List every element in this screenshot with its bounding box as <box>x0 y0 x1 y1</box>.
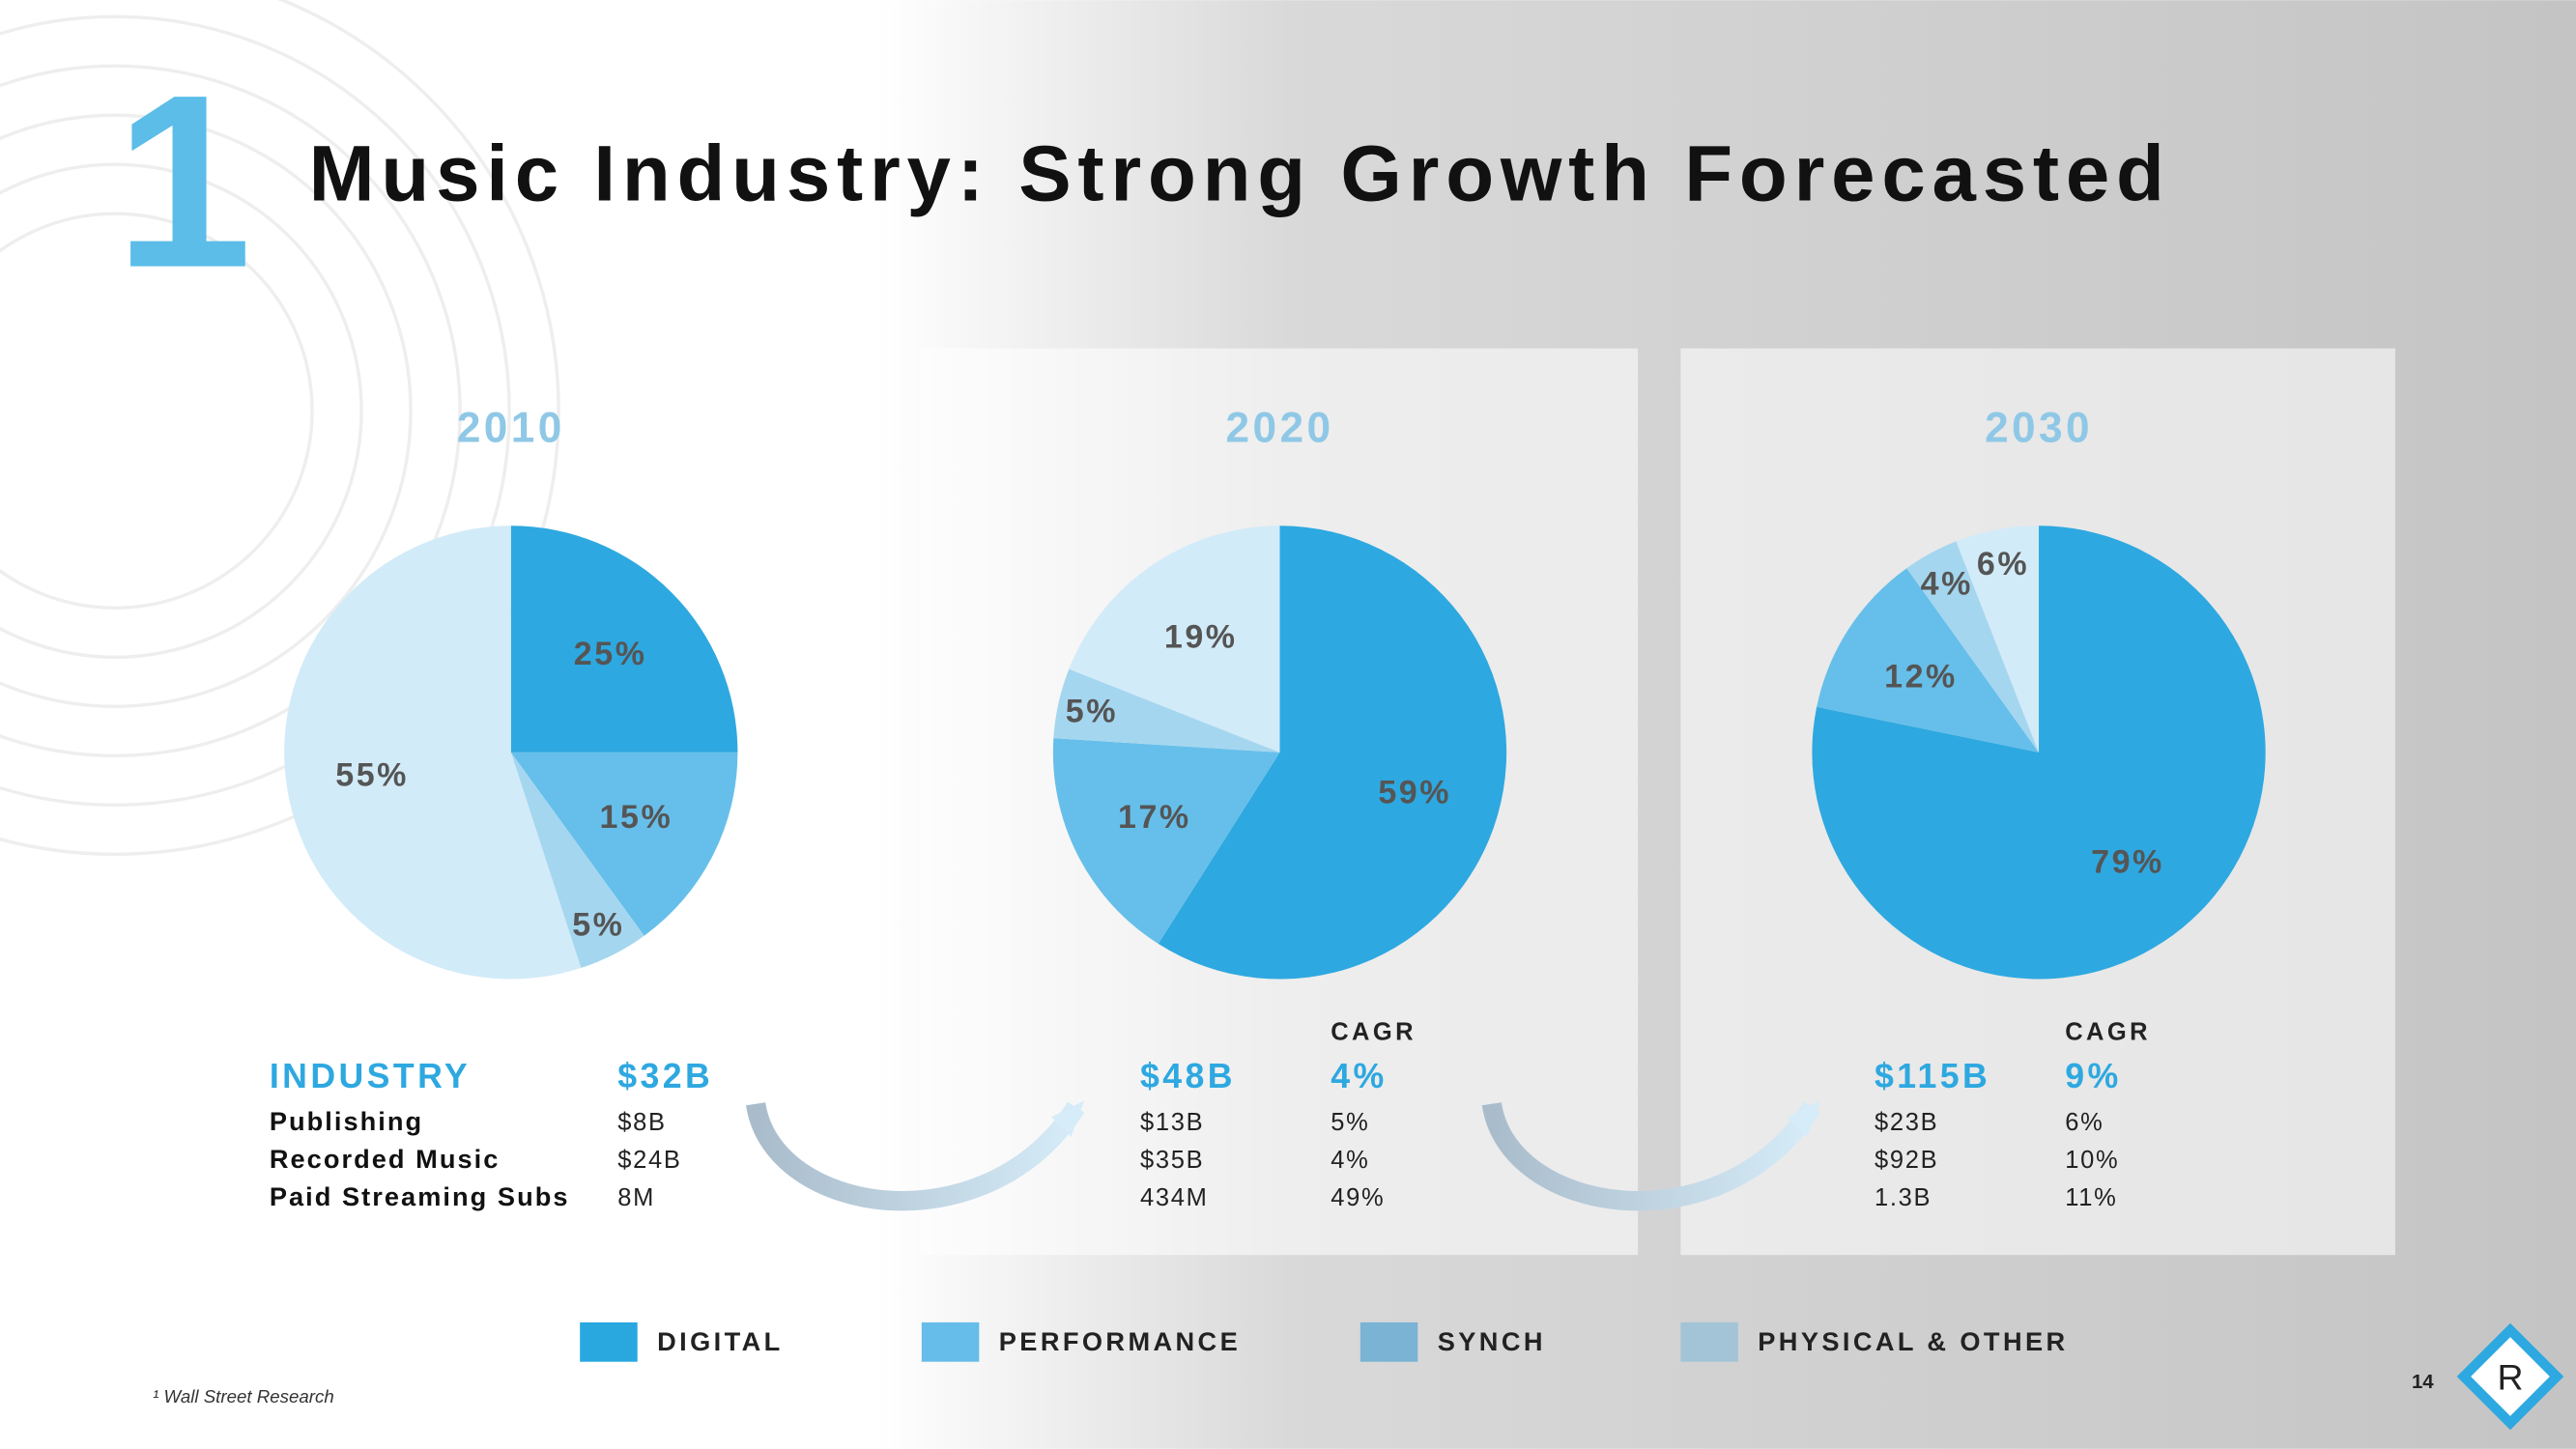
legend-label: PERFORMANCE <box>999 1326 1241 1356</box>
table-value: 434M <box>1140 1184 1209 1211</box>
table-value: $48B <box>1140 1057 1236 1095</box>
cagr-value: 11% <box>2065 1184 2117 1211</box>
page-number: 14 <box>2412 1372 2434 1393</box>
legend-label: PHYSICAL & OTHER <box>1758 1326 2068 1356</box>
data-label: 17% <box>1118 799 1191 836</box>
cagr-value: 4% <box>1331 1057 1387 1095</box>
data-label: 79% <box>2091 844 2164 881</box>
data-label: 19% <box>1164 618 1238 655</box>
legend-label: DIGITAL <box>657 1326 784 1356</box>
pie-slice <box>1158 526 1507 980</box>
cagr-header: CAGR <box>2065 1018 2151 1045</box>
data-label: 15% <box>600 799 673 836</box>
table-value: $8B <box>617 1109 666 1136</box>
section-number: 1 <box>115 44 252 320</box>
data-label: 25% <box>574 636 647 672</box>
logo-text: R <box>2497 1357 2523 1398</box>
table-value: $92B <box>1875 1147 1938 1174</box>
cagr-value: 10% <box>2065 1147 2119 1174</box>
table-value: $35B <box>1140 1147 1204 1174</box>
data-label: 4% <box>1921 566 1973 603</box>
logo-mark <box>2456 1322 2564 1431</box>
data-label: 5% <box>572 907 624 944</box>
arrow-head <box>1787 1100 1820 1137</box>
pie-slice <box>510 526 738 753</box>
pie-slice <box>1052 738 1280 945</box>
data-label: 12% <box>1884 659 1958 696</box>
table-value: 1.3B <box>1875 1184 1932 1211</box>
cagr-value: 4% <box>1331 1147 1369 1174</box>
cagr-value: 5% <box>1331 1109 1369 1136</box>
row-label: INDUSTRY <box>270 1057 471 1095</box>
cagr-value: 9% <box>2065 1057 2121 1095</box>
legend-swatch <box>580 1321 638 1362</box>
pie-slice <box>1906 541 2040 753</box>
pie-slice <box>1956 526 2040 753</box>
data-label: 6% <box>1977 546 2029 582</box>
title: Music Industry: Strong Growth Forecasted <box>309 130 2171 218</box>
pie-slice <box>284 526 582 980</box>
pie-title: 2010 <box>457 405 565 452</box>
cagr-value: 6% <box>2065 1109 2104 1136</box>
pie-slice <box>510 752 738 936</box>
table-value: $32B <box>617 1057 713 1095</box>
row-label: Recorded Music <box>270 1144 501 1174</box>
table-value: $13B <box>1140 1109 1204 1136</box>
table-value: $24B <box>617 1147 681 1174</box>
data-label: 55% <box>335 757 409 794</box>
cagr-header: CAGR <box>1331 1018 1417 1045</box>
pie-slice <box>1053 668 1280 753</box>
row-label: Publishing <box>270 1106 423 1136</box>
logo: R <box>2456 1322 2564 1431</box>
legend-label: SYNCH <box>1438 1326 1546 1356</box>
decor-arcs <box>0 0 560 856</box>
legend-swatch <box>1680 1321 1738 1362</box>
pie-slice <box>1817 568 2040 753</box>
pie-slice <box>510 752 644 969</box>
pie-title: 2030 <box>1985 405 2093 452</box>
data-label: 59% <box>1378 774 1451 810</box>
legend-swatch <box>921 1321 980 1362</box>
data-label: 5% <box>1066 693 1118 729</box>
arrow <box>1481 1101 1820 1211</box>
table-value: $115B <box>1875 1057 1990 1095</box>
pie-slice <box>1069 526 1280 753</box>
legend-swatch <box>1360 1321 1418 1362</box>
table-value: 8M <box>617 1184 655 1211</box>
footnote: ¹ Wall Street Research <box>153 1386 334 1406</box>
cagr-value: 49% <box>1331 1184 1385 1211</box>
table-value: $23B <box>1875 1109 1938 1136</box>
pie-title: 2020 <box>1226 405 1334 452</box>
row-label: Paid Streaming Subs <box>270 1181 570 1211</box>
arrow-head <box>1051 1100 1085 1137</box>
arrow <box>746 1101 1085 1211</box>
